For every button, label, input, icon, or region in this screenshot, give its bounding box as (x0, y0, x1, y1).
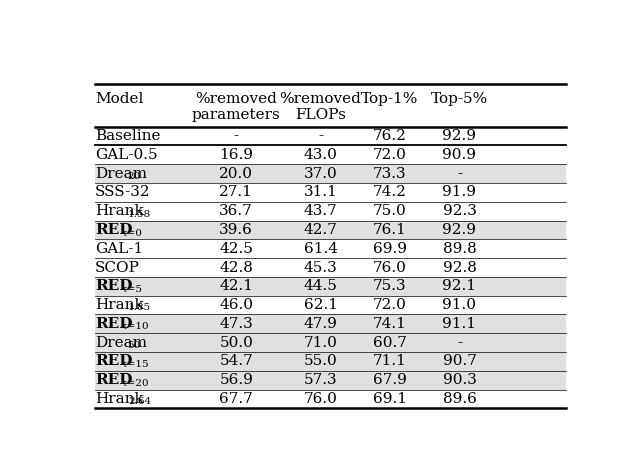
Text: 76.0: 76.0 (303, 392, 337, 406)
Text: RED: RED (95, 373, 132, 387)
Text: 72.0: 72.0 (373, 298, 407, 312)
FancyBboxPatch shape (95, 352, 566, 371)
FancyBboxPatch shape (95, 315, 566, 333)
Text: 89.8: 89.8 (443, 242, 476, 256)
Text: 75.3: 75.3 (373, 280, 407, 293)
Text: 92.3: 92.3 (442, 204, 476, 218)
Text: 42.1: 42.1 (220, 280, 253, 293)
Text: 92.9: 92.9 (442, 223, 476, 237)
Text: 92.9: 92.9 (442, 129, 476, 143)
Text: 43.7: 43.7 (304, 204, 337, 218)
Text: 67.9: 67.9 (373, 373, 407, 387)
Text: 62.1: 62.1 (303, 298, 337, 312)
Text: Top-5%: Top-5% (431, 92, 488, 106)
Text: τ=10: τ=10 (121, 322, 148, 331)
Text: 89.6: 89.6 (442, 392, 476, 406)
Text: 37.0: 37.0 (304, 166, 337, 181)
Text: 91.9: 91.9 (442, 185, 476, 199)
Text: 91.0: 91.0 (442, 298, 476, 312)
FancyBboxPatch shape (95, 277, 566, 296)
Text: 57.3: 57.3 (304, 373, 337, 387)
Text: -: - (457, 336, 462, 350)
Text: RED: RED (95, 280, 132, 293)
Text: 27.1: 27.1 (220, 185, 253, 199)
Text: -: - (318, 129, 323, 143)
Text: τ=20: τ=20 (121, 378, 148, 387)
Text: -: - (234, 129, 239, 143)
Text: 42.8: 42.8 (220, 261, 253, 274)
Text: Baseline: Baseline (95, 129, 161, 143)
Text: 69.1: 69.1 (373, 392, 407, 406)
FancyBboxPatch shape (95, 371, 566, 390)
Text: τ=5: τ=5 (121, 285, 142, 294)
Text: 76.1: 76.1 (373, 223, 407, 237)
Text: 31.1: 31.1 (303, 185, 337, 199)
Text: 47.9: 47.9 (303, 317, 337, 331)
Text: 1.85: 1.85 (128, 303, 151, 312)
FancyBboxPatch shape (95, 220, 566, 239)
Text: 74.2: 74.2 (373, 185, 407, 199)
Text: 90.9: 90.9 (442, 148, 476, 162)
Text: Dream: Dream (95, 336, 147, 350)
Text: 75.0: 75.0 (373, 204, 407, 218)
Text: 90.3: 90.3 (442, 373, 476, 387)
Text: 42.5: 42.5 (220, 242, 253, 256)
Text: %removed: %removed (280, 92, 362, 106)
Text: 76.0: 76.0 (373, 261, 407, 274)
Text: 50.0: 50.0 (220, 336, 253, 350)
Text: 44.5: 44.5 (303, 280, 337, 293)
Text: τ=15: τ=15 (121, 360, 148, 369)
Text: SCOP: SCOP (95, 261, 140, 274)
Text: 90.7: 90.7 (442, 355, 476, 369)
FancyBboxPatch shape (95, 164, 566, 183)
Text: 71.1: 71.1 (373, 355, 407, 369)
Text: 67.7: 67.7 (220, 392, 253, 406)
Text: 54.7: 54.7 (220, 355, 253, 369)
Text: 45.3: 45.3 (304, 261, 337, 274)
Text: 69.9: 69.9 (373, 242, 407, 256)
Text: 20.0: 20.0 (220, 166, 253, 181)
Text: 92.1: 92.1 (442, 280, 476, 293)
Text: RED: RED (95, 223, 132, 237)
Text: Top-1%: Top-1% (362, 92, 419, 106)
Text: 74.1: 74.1 (373, 317, 407, 331)
Text: GAL-1: GAL-1 (95, 242, 143, 256)
Text: 91.1: 91.1 (442, 317, 476, 331)
Text: 55.0: 55.0 (304, 355, 337, 369)
Text: Hrank: Hrank (95, 298, 143, 312)
Text: 20: 20 (127, 172, 140, 181)
Text: 60.7: 60.7 (373, 336, 407, 350)
Text: 47.3: 47.3 (220, 317, 253, 331)
Text: 50: 50 (127, 341, 140, 350)
Text: Hrank: Hrank (95, 392, 143, 406)
Text: τ=0: τ=0 (121, 228, 142, 237)
Text: 36.7: 36.7 (220, 204, 253, 218)
Text: 42.7: 42.7 (303, 223, 337, 237)
Text: Dream: Dream (95, 166, 147, 181)
Text: 1.58: 1.58 (128, 210, 151, 219)
Text: 61.4: 61.4 (303, 242, 337, 256)
Text: GAL-0.5: GAL-0.5 (95, 148, 157, 162)
Text: 71.0: 71.0 (303, 336, 337, 350)
Text: 2.64: 2.64 (128, 397, 151, 406)
Text: 73.3: 73.3 (373, 166, 407, 181)
Text: Hrank: Hrank (95, 204, 143, 218)
Text: 92.8: 92.8 (442, 261, 476, 274)
Text: 76.2: 76.2 (373, 129, 407, 143)
Text: 43.0: 43.0 (303, 148, 337, 162)
Text: 16.9: 16.9 (220, 148, 253, 162)
Text: 39.6: 39.6 (220, 223, 253, 237)
Text: parameters: parameters (192, 108, 280, 122)
Text: -: - (457, 166, 462, 181)
Text: 56.9: 56.9 (220, 373, 253, 387)
Text: RED: RED (95, 355, 132, 369)
Text: Model: Model (95, 92, 143, 106)
FancyBboxPatch shape (95, 333, 566, 352)
Text: FLOPs: FLOPs (295, 108, 346, 122)
Text: SSS-32: SSS-32 (95, 185, 150, 199)
Text: 72.0: 72.0 (373, 148, 407, 162)
Text: 46.0: 46.0 (220, 298, 253, 312)
Text: RED: RED (95, 317, 132, 331)
Text: %removed: %removed (195, 92, 277, 106)
